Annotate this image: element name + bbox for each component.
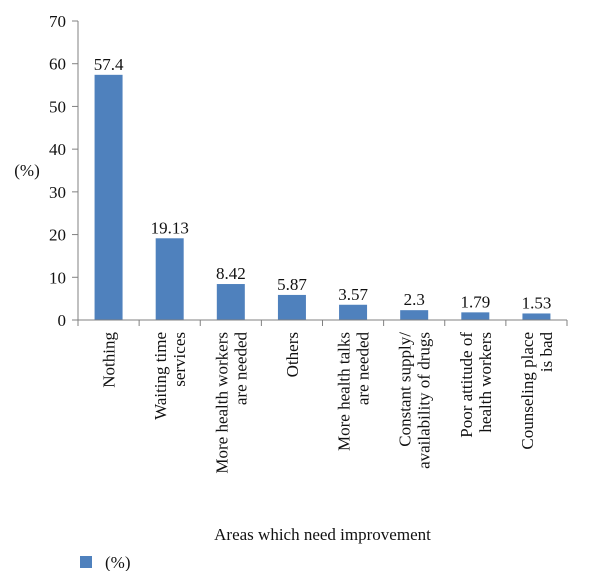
category-label-line: Constant supply/: [396, 332, 415, 447]
data-label: 3.57: [338, 285, 368, 304]
category-label: More health workersare needed: [212, 332, 250, 474]
data-label: 5.87: [277, 275, 307, 294]
bar: [522, 313, 551, 320]
y-tick-label: 70: [49, 12, 66, 31]
legend: (%): [80, 553, 130, 572]
data-label: 8.42: [216, 264, 246, 283]
category-label: Waiting timeservices: [151, 332, 189, 420]
legend-label: (%): [105, 553, 130, 571]
legend-swatch: [80, 556, 92, 568]
x-axis-category-labels: Nothing Waiting timeservices More health w…: [100, 332, 556, 474]
data-label: 19.13: [151, 218, 189, 237]
bars: [94, 74, 551, 320]
y-tick-label: 50: [49, 97, 66, 116]
category-label-line: Others: [283, 332, 302, 377]
data-labels: 57.4 19.13 8.42 5.87 3.57 2.3 1.79 1.53: [94, 55, 552, 313]
x-axis-title: Areas which need improvement: [214, 525, 431, 544]
category-label-line: Counseling place: [518, 332, 537, 450]
bar: [216, 284, 245, 320]
category-label: Poor attitude ofhealth workers: [457, 332, 495, 438]
category-label: Others: [283, 332, 302, 377]
y-axis-title: (%): [14, 161, 39, 180]
category-label-line: More health workers: [212, 332, 231, 474]
y-tick-label: 30: [49, 183, 66, 202]
y-tick-label: 10: [49, 268, 66, 287]
bar: [339, 304, 368, 320]
bar: [94, 74, 123, 320]
y-tick-label: 0: [58, 311, 67, 330]
y-tick-label: 40: [49, 140, 66, 159]
category-label: Nothing: [100, 332, 119, 388]
category-label: Constant supply/availability of drugs: [396, 332, 434, 469]
bar: [155, 238, 184, 320]
category-label-line: Poor attitude of: [457, 332, 476, 438]
data-label: 2.3: [404, 290, 425, 309]
category-label-line: are needed: [231, 332, 250, 406]
data-label: 57.4: [94, 55, 124, 74]
category-label: More health talksare needed: [335, 332, 373, 451]
data-label: 1.79: [460, 292, 490, 311]
bar: [461, 312, 490, 320]
category-label-line: health workers: [476, 332, 495, 433]
category-label-line: is bad: [537, 332, 556, 373]
bar: [277, 294, 306, 320]
category-label-line: More health talks: [335, 332, 354, 451]
category-label: Counseling placeis bad: [518, 332, 556, 450]
category-label-line: Nothing: [100, 332, 119, 388]
y-tick-label: 20: [49, 226, 66, 245]
category-label-line: services: [170, 332, 189, 387]
category-label-line: are needed: [354, 332, 373, 406]
category-label-line: availability of drugs: [415, 332, 434, 469]
bar: [400, 310, 429, 320]
y-tick-label: 60: [49, 55, 66, 74]
category-label-line: Waiting time: [151, 332, 170, 420]
y-axis-ticks: 0 10 20 30 40 50 60 70: [49, 12, 568, 330]
data-label: 1.53: [522, 293, 552, 312]
